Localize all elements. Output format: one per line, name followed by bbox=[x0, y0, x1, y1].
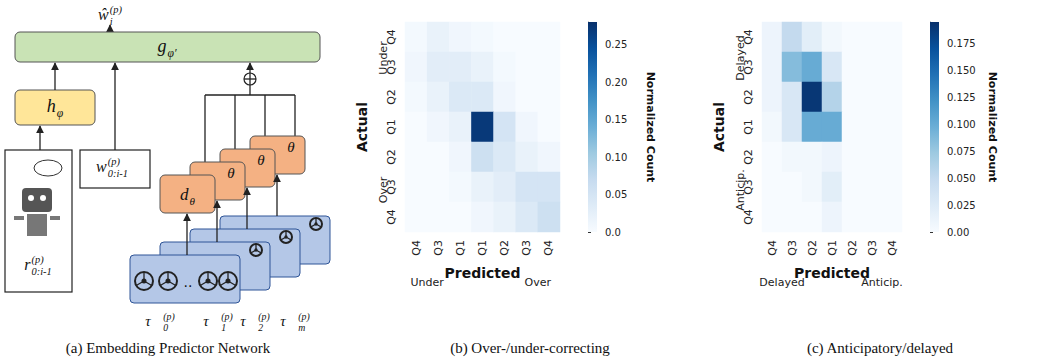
svg-text:Q2: Q2 bbox=[742, 149, 755, 165]
svg-text:h: h bbox=[47, 96, 56, 116]
svg-text:θ: θ bbox=[190, 195, 196, 207]
html-text:(b) Over-/under-correcting: (b) Over-/under-correcting bbox=[450, 340, 610, 356]
svg-text:φ: φ bbox=[57, 107, 64, 120]
svg-text:τ⃗: τ⃗ bbox=[240, 313, 257, 329]
svg-text:g: g bbox=[157, 36, 166, 56]
svg-text:Q3: Q3 bbox=[742, 179, 755, 195]
svg-text:τ⃗: τ⃗ bbox=[203, 313, 220, 329]
svg-text:0.175: 0.175 bbox=[947, 38, 976, 49]
svg-text:2: 2 bbox=[258, 322, 263, 333]
svg-text:Q3: Q3 bbox=[385, 179, 398, 195]
svg-text:Q3: Q3 bbox=[742, 59, 755, 75]
svg-text:Q4: Q4 bbox=[385, 209, 398, 225]
svg-text:Over: Over bbox=[525, 276, 552, 289]
svg-text:0.025: 0.025 bbox=[947, 200, 976, 211]
svg-text:0.00: 0.00 bbox=[947, 227, 969, 238]
svg-text:0.050: 0.050 bbox=[947, 173, 976, 184]
svg-text:Q4: Q4 bbox=[766, 240, 779, 256]
svg-text:Q4: Q4 bbox=[385, 29, 398, 45]
svg-text:Q4: Q4 bbox=[410, 240, 423, 256]
svg-text:Q4: Q4 bbox=[742, 209, 755, 225]
svg-text:Q3: Q3 bbox=[866, 240, 879, 256]
svg-text:0.10: 0.10 bbox=[605, 152, 627, 163]
svg-text:θ: θ bbox=[257, 152, 265, 168]
svg-text:Q2: Q2 bbox=[846, 240, 859, 256]
svg-text:Q2: Q2 bbox=[385, 149, 398, 165]
svg-text:0.100: 0.100 bbox=[947, 119, 976, 130]
svg-text:τ⃗: τ⃗ bbox=[145, 313, 162, 329]
svg-text:Normalized Count: Normalized Count bbox=[644, 72, 657, 183]
svg-text:0: 0 bbox=[163, 322, 168, 333]
svg-text:Q4: Q4 bbox=[886, 240, 899, 256]
svg-text:i: i bbox=[109, 15, 113, 27]
svg-text:..: .. bbox=[184, 274, 193, 290]
svg-text:Anticip.: Anticip. bbox=[861, 275, 903, 289]
svg-text:Predicted: Predicted bbox=[445, 265, 521, 281]
svg-text:Q4: Q4 bbox=[742, 29, 755, 45]
svg-text:Q3: Q3 bbox=[385, 59, 398, 75]
svg-text:m: m bbox=[298, 322, 305, 333]
svg-text:Q2: Q2 bbox=[498, 240, 511, 256]
svg-text:r: r bbox=[24, 256, 31, 273]
svg-text:Q1: Q1 bbox=[476, 240, 489, 256]
svg-text:0.150: 0.150 bbox=[947, 65, 976, 76]
svg-text:Predicted: Predicted bbox=[794, 265, 870, 281]
svg-text:0:i-1: 0:i-1 bbox=[108, 168, 128, 179]
svg-text:0.20: 0.20 bbox=[605, 77, 627, 88]
svg-text:τ⃗: τ⃗ bbox=[280, 313, 297, 329]
svg-text:(p): (p) bbox=[298, 310, 310, 322]
svg-text:θ: θ bbox=[287, 139, 295, 155]
svg-text:Over: Over bbox=[376, 176, 390, 204]
svg-text:Actual: Actual bbox=[354, 102, 370, 152]
svg-text:θ: θ bbox=[227, 165, 235, 181]
html-text:(c) Anticipatory/delayed: (c) Anticipatory/delayed bbox=[806, 340, 954, 356]
svg-text:Q3: Q3 bbox=[786, 240, 799, 256]
svg-text:Under: Under bbox=[376, 41, 390, 75]
svg-text:0.075: 0.075 bbox=[947, 146, 976, 157]
svg-text:d: d bbox=[180, 185, 189, 204]
svg-text:0.15: 0.15 bbox=[605, 114, 627, 125]
svg-text:(p): (p) bbox=[258, 310, 270, 322]
svg-text:(p): (p) bbox=[163, 310, 175, 322]
svg-text:Anticip.: Anticip. bbox=[733, 169, 747, 211]
svg-text:Q1: Q1 bbox=[385, 119, 398, 135]
html-text:(a) Embedding Predictor Networ: (a) Embedding Predictor Network bbox=[65, 340, 271, 356]
svg-text:Q1: Q1 bbox=[826, 240, 839, 256]
svg-text:Normalized Count: Normalized Count bbox=[986, 72, 999, 183]
svg-text:Q1: Q1 bbox=[454, 240, 467, 256]
svg-text:0.125: 0.125 bbox=[947, 92, 976, 103]
svg-text:0:i-1: 0:i-1 bbox=[32, 266, 52, 277]
svg-text:Actual: Actual bbox=[711, 102, 727, 152]
svg-text:(p): (p) bbox=[221, 310, 233, 322]
svg-text:Q3: Q3 bbox=[432, 240, 445, 256]
svg-text:φ′: φ′ bbox=[167, 47, 176, 60]
svg-text:Under: Under bbox=[410, 276, 444, 289]
svg-text:Q2: Q2 bbox=[385, 89, 398, 105]
svg-text:0.05: 0.05 bbox=[605, 189, 627, 200]
svg-text:(p): (p) bbox=[108, 156, 121, 168]
svg-text:0.0: 0.0 bbox=[605, 227, 621, 238]
svg-text:Q3: Q3 bbox=[520, 240, 533, 256]
svg-text:Delayed: Delayed bbox=[733, 35, 747, 81]
svg-text:Q4: Q4 bbox=[542, 240, 555, 256]
svg-text:(p): (p) bbox=[110, 4, 123, 16]
svg-text:w: w bbox=[96, 158, 107, 175]
svg-text:Delayed: Delayed bbox=[759, 275, 805, 289]
svg-text:ŵ: ŵ bbox=[98, 6, 109, 23]
svg-text:0.25: 0.25 bbox=[605, 39, 627, 50]
svg-text:Q2: Q2 bbox=[806, 240, 819, 256]
svg-text:(p): (p) bbox=[32, 254, 45, 266]
svg-text:Q1: Q1 bbox=[742, 119, 755, 135]
svg-text:Q2: Q2 bbox=[742, 89, 755, 105]
svg-text:1: 1 bbox=[221, 322, 226, 333]
